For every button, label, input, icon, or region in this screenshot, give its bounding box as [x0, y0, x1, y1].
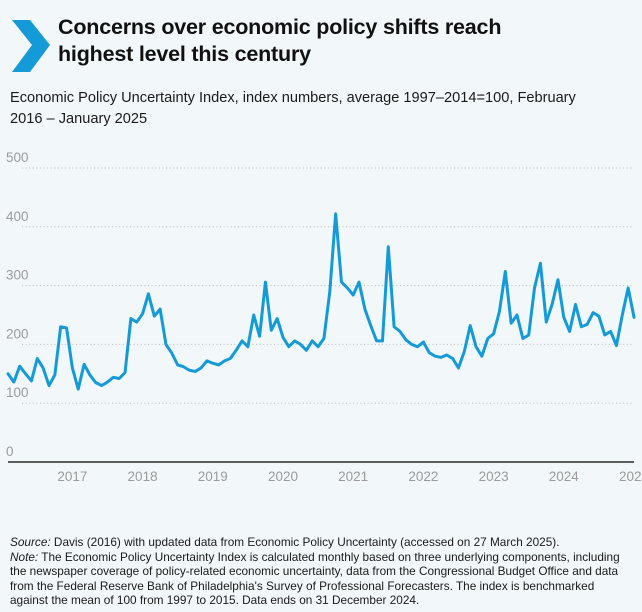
page-title: Concerns over economic policy shifts rea…	[58, 15, 502, 66]
y-tick-label: 500	[6, 150, 29, 165]
y-tick-label: 400	[6, 209, 29, 224]
chart-container: 0 100 200 300 400 500 2017 2018 2019 2020 2021 202…	[0, 146, 642, 496]
explanatory-note: Note: The Economic Policy Uncertainty In…	[10, 550, 632, 608]
x-tick-label: 2021	[338, 469, 368, 484]
note-text: The Economic Policy Uncertainty Index is…	[10, 549, 620, 608]
y-axis-labels: 0 100 200 300 400 500	[6, 150, 29, 459]
source-text: Davis (2016) with updated data from Econ…	[50, 535, 560, 550]
x-tick-label: 2022	[408, 469, 438, 484]
chevron-right-icon	[12, 20, 50, 72]
x-tick-label: 2023	[479, 469, 509, 484]
source-label: Source:	[10, 535, 51, 550]
source-note: Source: Davis (2016) with updated data f…	[10, 535, 632, 550]
note-label: Note:	[10, 549, 39, 564]
line-chart: 0 100 200 300 400 500 2017 2018 2019 2020 2021 202…	[6, 150, 642, 484]
x-tick-label: 2025	[619, 469, 642, 484]
header: Concerns over economic policy shifts rea…	[0, 0, 642, 74]
x-tick-label: 2017	[57, 469, 87, 484]
footnotes: Source: Davis (2016) with updated data f…	[0, 535, 642, 608]
x-tick-label: 2019	[198, 469, 228, 484]
y-tick-label: 100	[6, 385, 29, 400]
y-tick-label: 200	[6, 326, 29, 341]
x-tick-label: 2020	[268, 469, 298, 484]
x-tick-label: 2024	[549, 469, 580, 484]
y-tick-label: 0	[6, 444, 14, 459]
x-tick-label: 2018	[128, 469, 158, 484]
page-subtitle: Economic Policy Uncertainty Index, index…	[10, 90, 576, 127]
gridlines	[22, 167, 634, 404]
y-tick-label: 300	[6, 268, 29, 283]
x-axis-labels: 2017 2018 2019 2020 2021 2022 2023 2024 2025	[57, 469, 642, 484]
data-series-line	[6, 212, 636, 391]
